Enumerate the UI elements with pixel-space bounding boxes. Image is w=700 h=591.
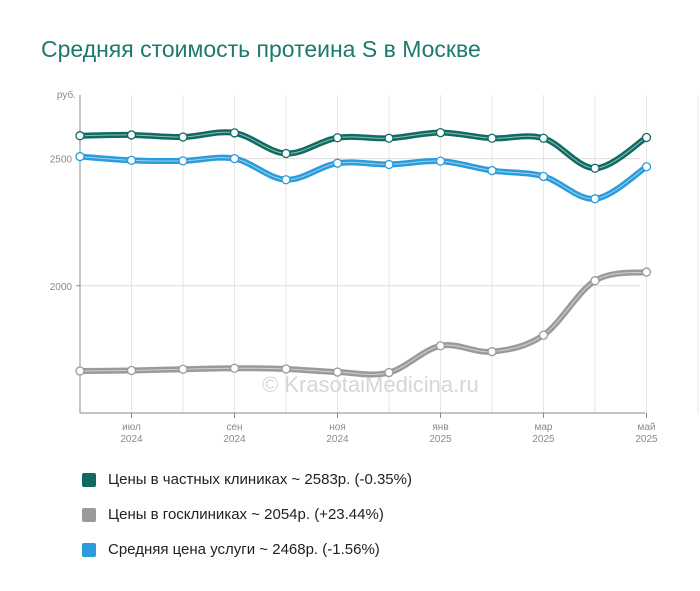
- data-point[interactable]: [590, 276, 600, 286]
- grid: [79, 95, 699, 413]
- y-tick-label: 2000: [50, 282, 73, 293]
- data-point[interactable]: [384, 367, 394, 378]
- series-lines: [75, 128, 652, 378]
- series-line-highlight: [79, 271, 647, 375]
- legend-swatch-public: [82, 507, 96, 522]
- y-tick-label: 2500: [50, 155, 73, 166]
- x-tick-year: 2025: [532, 434, 555, 445]
- data-point[interactable]: [641, 162, 652, 172]
- x-tick-year: 2024: [223, 434, 246, 445]
- data-point[interactable]: [75, 131, 85, 141]
- data-point[interactable]: [384, 159, 394, 170]
- legend-label-average: Средняя цена услуги ~ 2468р. (-1.56%): [108, 541, 380, 558]
- series-0: [75, 128, 652, 173]
- data-point[interactable]: [487, 133, 497, 143]
- data-point[interactable]: [332, 158, 343, 168]
- data-point[interactable]: [229, 153, 240, 164]
- data-point[interactable]: [332, 133, 343, 143]
- data-point[interactable]: [590, 194, 600, 204]
- legend-label-private: Цены в частных клиниках ~ 2583р. (-0.35%…: [108, 471, 412, 488]
- data-point[interactable]: [126, 130, 137, 140]
- legend-label-public: Цены в госклиниках ~ 2054р. (+23.44%): [108, 506, 384, 523]
- legend-item-public[interactable]: Цены в госклиниках ~ 2054р. (+23.44%): [82, 497, 412, 532]
- legend: Цены в частных клиниках ~ 2583р. (-0.35%…: [82, 462, 412, 567]
- data-point[interactable]: [281, 175, 291, 185]
- x-tick-month: ноя: [329, 422, 346, 433]
- x-tick-month: май: [637, 422, 655, 433]
- legend-item-average[interactable]: Средняя цена услуги ~ 2468р. (-1.56%): [82, 532, 412, 567]
- x-tick-year: 2025: [429, 434, 452, 445]
- data-point[interactable]: [281, 148, 291, 159]
- data-point[interactable]: [435, 128, 446, 138]
- data-point[interactable]: [229, 363, 240, 373]
- data-point[interactable]: [538, 171, 549, 182]
- series-1: [75, 267, 652, 378]
- data-point[interactable]: [487, 165, 497, 176]
- data-point[interactable]: [75, 366, 85, 376]
- data-point[interactable]: [487, 347, 497, 357]
- data-point[interactable]: [281, 364, 291, 374]
- data-point[interactable]: [590, 163, 600, 173]
- series-line: [77, 269, 650, 378]
- series-2: [75, 151, 652, 204]
- data-point[interactable]: [538, 133, 549, 143]
- x-tick-year: 2024: [120, 434, 143, 445]
- data-point[interactable]: [435, 341, 446, 351]
- line-chart: © KrasotaiMedicina.ru руб.20002500июл202…: [50, 89, 699, 445]
- x-tick-month: июл: [122, 422, 141, 433]
- data-point[interactable]: [538, 330, 549, 340]
- data-point[interactable]: [126, 365, 137, 376]
- y-unit-label: руб.: [57, 89, 76, 101]
- data-point[interactable]: [641, 267, 652, 277]
- chart-title: Средняя стоимость протеина S в Москве: [41, 36, 481, 62]
- x-tick-year: 2025: [635, 434, 658, 445]
- data-point[interactable]: [178, 364, 188, 374]
- data-point[interactable]: [178, 132, 188, 142]
- legend-item-private[interactable]: Цены в частных клиниках ~ 2583р. (-0.35%…: [82, 462, 412, 497]
- x-tick-year: 2024: [326, 434, 349, 445]
- legend-swatch-private: [82, 472, 96, 487]
- data-point[interactable]: [435, 156, 446, 166]
- data-point[interactable]: [384, 133, 394, 143]
- x-tick-month: мар: [535, 422, 553, 433]
- data-point[interactable]: [75, 151, 85, 162]
- data-point[interactable]: [126, 155, 137, 166]
- tick-labels: руб.20002500июл2024сен2024ноя2024янв2025…: [50, 89, 658, 445]
- data-point[interactable]: [178, 156, 188, 166]
- legend-swatch-average: [82, 542, 96, 557]
- data-point[interactable]: [641, 132, 652, 143]
- data-point[interactable]: [332, 367, 343, 377]
- x-tick-month: сен: [226, 422, 242, 433]
- data-point[interactable]: [229, 128, 240, 138]
- x-tick-month: янв: [432, 422, 448, 433]
